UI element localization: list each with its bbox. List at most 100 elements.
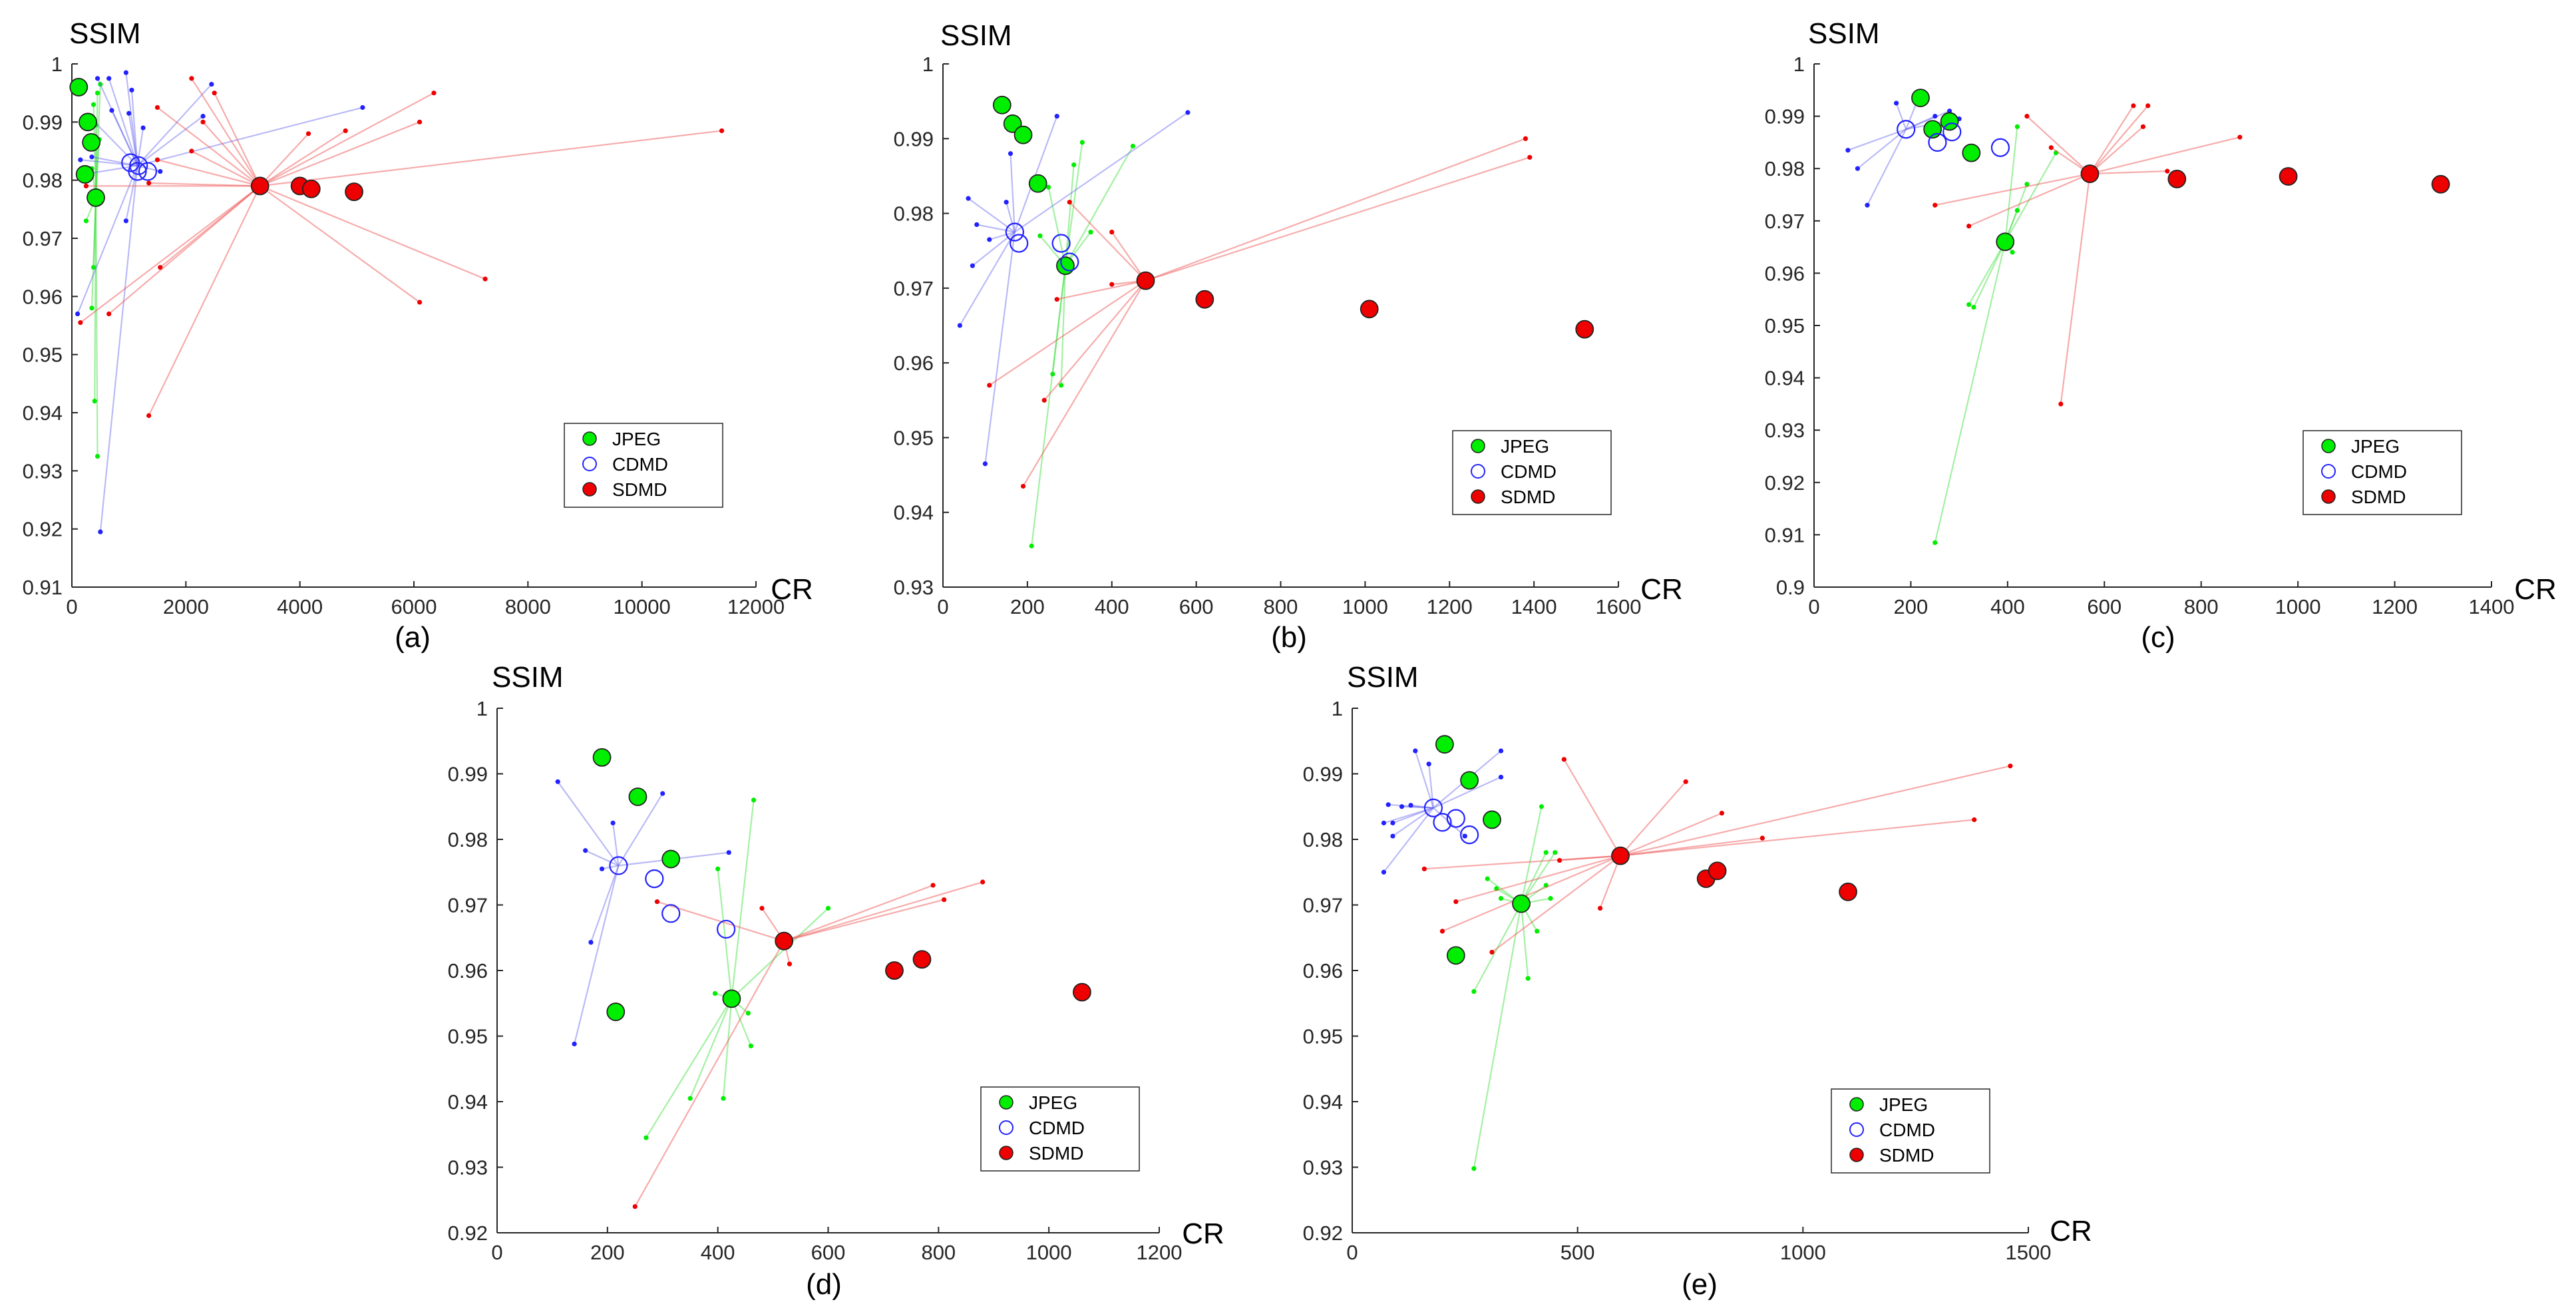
spoke-point bbox=[1008, 151, 1013, 156]
spoke-line bbox=[1968, 173, 2090, 227]
y-tick-label: 1 bbox=[1793, 53, 1805, 76]
spoke-point bbox=[200, 119, 206, 124]
spoke-line bbox=[645, 998, 733, 1138]
sdmd-point bbox=[2167, 170, 2187, 188]
spoke-point bbox=[654, 899, 660, 905]
jpeg-point bbox=[1003, 114, 1022, 133]
spoke-point bbox=[305, 131, 311, 136]
legend-label-jpeg: JPEG bbox=[1501, 436, 1549, 457]
spokes-sdmd bbox=[987, 136, 1533, 489]
y-tick-label: 0.95 bbox=[1765, 314, 1805, 337]
spoke-point bbox=[89, 154, 94, 160]
spoke-line bbox=[1010, 153, 1015, 232]
spoke-line bbox=[202, 121, 261, 187]
spoke-line bbox=[989, 231, 1015, 240]
series-jpeg bbox=[1435, 735, 1531, 965]
spoke-line bbox=[984, 232, 1015, 464]
cdmd-point bbox=[1433, 813, 1452, 832]
spoke-line bbox=[1069, 201, 1147, 282]
sdmd-point bbox=[250, 176, 270, 196]
spoke-point bbox=[1421, 866, 1427, 871]
spoke-line bbox=[94, 197, 97, 401]
y-tick-label: 0.95 bbox=[448, 1025, 488, 1048]
y-tick-label: 0.99 bbox=[894, 127, 934, 150]
y-tick-label: 0.93 bbox=[23, 459, 63, 483]
spoke-point bbox=[1865, 202, 1870, 208]
spoke-point bbox=[1527, 154, 1533, 160]
x-tick-label: 1200 bbox=[1137, 1241, 1183, 1264]
spokes-cdmd bbox=[1845, 90, 1962, 208]
y-tick-label: 0.98 bbox=[23, 169, 63, 192]
subplot-d: 0 200 400 600 800 1000 1200 0.92 0.93 0.94 0.95 0.9… bbox=[448, 661, 1224, 1301]
spoke-line bbox=[1401, 805, 1433, 809]
spoke-point bbox=[599, 866, 605, 871]
spokes-sdmd bbox=[1932, 103, 2243, 407]
legend-marker-sdmd bbox=[582, 482, 597, 497]
cdmd-point bbox=[1897, 120, 1916, 139]
spoke-point bbox=[91, 102, 96, 107]
spoke-point bbox=[1845, 148, 1851, 153]
spoke-line bbox=[1392, 807, 1434, 837]
legend: JPEG CDMD SDMD bbox=[1452, 430, 1612, 515]
spoke-point bbox=[2024, 182, 2030, 187]
spoke-line bbox=[125, 72, 138, 166]
spoke-point bbox=[98, 81, 103, 87]
spoke-point bbox=[1759, 835, 1765, 841]
legend-label-jpeg: JPEG bbox=[612, 429, 661, 449]
jpeg-point bbox=[592, 748, 612, 767]
sdmd-point bbox=[1195, 290, 1214, 309]
spoke-point bbox=[1029, 543, 1034, 548]
spoke-line bbox=[148, 185, 261, 416]
spoke-point bbox=[1088, 230, 1093, 235]
series-sdmd bbox=[250, 176, 363, 202]
y-tick-label: 1 bbox=[922, 53, 934, 76]
spoke-point bbox=[1453, 899, 1459, 905]
spoke-point bbox=[644, 1135, 649, 1140]
spoke-point bbox=[719, 128, 725, 134]
spoke-line bbox=[1392, 807, 1434, 824]
x-tick-label: 400 bbox=[1095, 595, 1129, 618]
spoke-line bbox=[1013, 116, 1058, 233]
spoke-line bbox=[191, 150, 261, 187]
spoke-point bbox=[158, 168, 163, 174]
spoke-line bbox=[968, 198, 1015, 233]
spoke-point bbox=[1932, 114, 1938, 119]
legend-label-cdmd: CDMD bbox=[2351, 461, 2407, 482]
y-tick-label: 0.96 bbox=[23, 285, 63, 308]
spoke-point bbox=[83, 218, 89, 224]
spoke-point bbox=[1855, 166, 1861, 171]
spoke-point bbox=[1966, 224, 1972, 229]
spoke-line bbox=[136, 83, 212, 166]
spoke-point bbox=[1539, 804, 1545, 809]
spoke-point bbox=[555, 779, 560, 784]
spoke-point bbox=[158, 265, 163, 270]
spoke-line bbox=[1047, 187, 1067, 266]
spoke-point bbox=[417, 300, 423, 305]
jpeg-point bbox=[1028, 174, 1047, 193]
spoke-line bbox=[2004, 184, 2028, 242]
spoke-line bbox=[612, 823, 620, 866]
spoke-line bbox=[108, 185, 261, 315]
x-tick-label: 2000 bbox=[163, 595, 209, 618]
spoke-line bbox=[157, 159, 260, 187]
legend-marker-jpeg bbox=[582, 431, 597, 446]
spoke-line bbox=[585, 849, 619, 867]
spoke-point bbox=[189, 148, 194, 154]
x-tick-label: 4000 bbox=[277, 595, 323, 618]
x-tick-label: 1000 bbox=[1342, 595, 1388, 618]
spoke-line bbox=[634, 941, 785, 1207]
legend-marker-cdmd bbox=[999, 1120, 1013, 1135]
spoke-line bbox=[557, 781, 620, 867]
spokes-jpeg bbox=[1932, 124, 2059, 545]
spoke-point bbox=[974, 222, 980, 228]
jpeg-point bbox=[1446, 946, 1465, 965]
spoke-point bbox=[583, 848, 588, 853]
jpeg-point bbox=[69, 78, 89, 97]
x-tick-label: 1600 bbox=[1596, 595, 1642, 618]
spoke-line bbox=[2004, 152, 2057, 242]
spoke-point bbox=[1498, 896, 1504, 901]
spokes-sdmd bbox=[632, 879, 986, 1209]
spokes-jpeg bbox=[1471, 804, 1558, 1172]
sdmd-point bbox=[1839, 882, 1857, 901]
spoke-point bbox=[1498, 774, 1504, 780]
